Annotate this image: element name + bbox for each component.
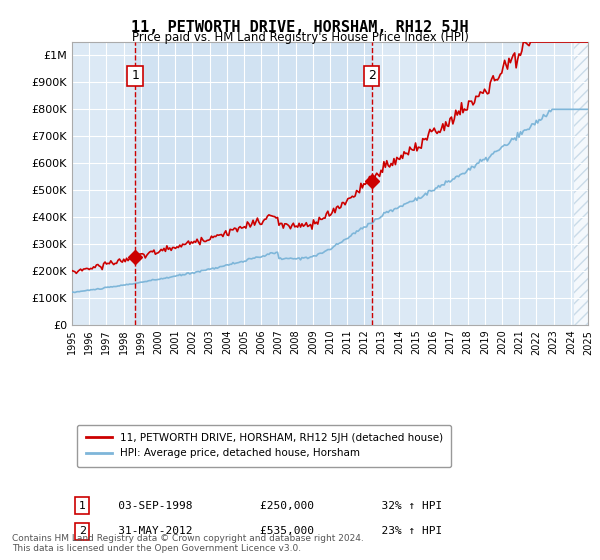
Text: 1: 1 [131,69,139,82]
Bar [135,42,371,325]
Text: 31-MAY-2012          £535,000          23% ↑ HPI: 31-MAY-2012 £535,000 23% ↑ HPI [98,526,442,536]
Legend: 11, PETWORTH DRIVE, HORSHAM, RH12 5JH (detached house), HPI: Average price, deta: 11, PETWORTH DRIVE, HORSHAM, RH12 5JH (d… [77,425,451,466]
Text: Contains HM Land Registry data © Crown copyright and database right 2024.
This d: Contains HM Land Registry data © Crown c… [12,534,364,553]
Text: 11, PETWORTH DRIVE, HORSHAM, RH12 5JH: 11, PETWORTH DRIVE, HORSHAM, RH12 5JH [131,20,469,35]
Text: Price paid vs. HM Land Registry's House Price Index (HPI): Price paid vs. HM Land Registry's House … [131,31,469,44]
Text: 2: 2 [368,69,376,82]
Text: 03-SEP-1998          £250,000          32% ↑ HPI: 03-SEP-1998 £250,000 32% ↑ HPI [98,501,442,511]
Text: 2: 2 [79,526,86,536]
Text: 1: 1 [79,501,86,511]
